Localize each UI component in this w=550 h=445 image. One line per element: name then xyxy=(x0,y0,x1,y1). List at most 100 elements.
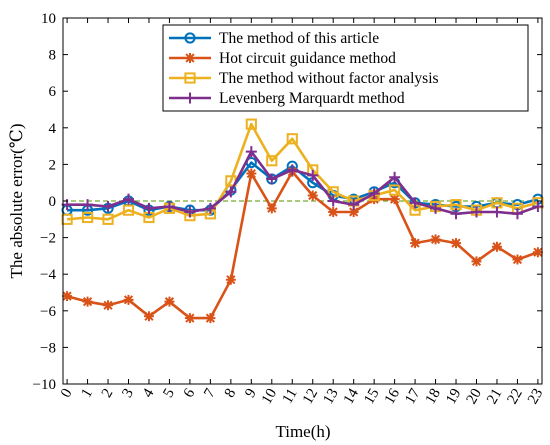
x-tick-label: 23 xyxy=(525,386,546,407)
data-point xyxy=(348,206,359,217)
x-tick-label: 6 xyxy=(181,386,199,401)
data-point-shape xyxy=(327,195,339,207)
x-tick-label: 11 xyxy=(280,386,301,407)
data-point-shape xyxy=(246,168,257,179)
data-point xyxy=(143,311,154,322)
data-point-shape xyxy=(245,146,257,158)
data-point-shape xyxy=(163,200,175,212)
legend-marker xyxy=(184,72,196,84)
data-point-shape xyxy=(225,274,236,285)
data-point xyxy=(61,213,73,225)
data-point-shape xyxy=(348,199,360,211)
data-point xyxy=(246,168,257,179)
data-point xyxy=(471,256,482,267)
y-tick-label: −6 xyxy=(40,304,56,320)
x-tick-label: 13 xyxy=(320,386,341,407)
data-point-shape xyxy=(328,206,339,217)
data-point xyxy=(184,206,196,218)
data-point xyxy=(123,193,135,205)
x-tick-label: 16 xyxy=(382,386,404,407)
data-point xyxy=(123,294,134,305)
data-point xyxy=(470,206,482,218)
data-point-shape xyxy=(102,200,114,212)
data-point xyxy=(451,238,462,249)
legend-marker-shape xyxy=(184,92,196,104)
y-tick-label: 10 xyxy=(41,11,56,27)
x-tick-label: 1 xyxy=(78,386,96,400)
data-point xyxy=(266,155,278,167)
data-point-shape xyxy=(409,197,421,209)
data-point-shape xyxy=(122,204,135,216)
data-point-shape xyxy=(491,206,503,218)
y-tick-label: −8 xyxy=(40,340,56,356)
legend-label: The method without factor analysis xyxy=(219,70,439,87)
data-point-shape xyxy=(348,206,359,217)
data-point-shape xyxy=(532,247,543,258)
legend-label: Levenberg Marquardt method xyxy=(219,90,405,107)
data-point xyxy=(266,173,278,185)
data-point-shape xyxy=(62,291,73,302)
data-point-shape xyxy=(470,206,482,218)
data-point-shape xyxy=(184,206,196,218)
data-point-shape xyxy=(82,199,94,211)
data-point-shape xyxy=(491,241,502,252)
x-tick-label: 21 xyxy=(484,386,505,407)
data-point xyxy=(368,188,380,200)
legend-marker xyxy=(184,92,196,104)
data-point xyxy=(532,247,543,258)
x-tick-label: 17 xyxy=(402,386,424,407)
data-point xyxy=(102,200,114,212)
y-tick-label: −4 xyxy=(40,267,56,283)
data-point xyxy=(184,313,195,324)
data-point-shape xyxy=(245,118,257,130)
data-point xyxy=(286,164,298,176)
data-point xyxy=(122,204,135,216)
data-point-shape xyxy=(266,155,278,167)
data-point xyxy=(511,208,523,220)
legend-item: The method of this article xyxy=(169,30,379,47)
data-point xyxy=(450,208,462,220)
data-point-shape xyxy=(307,190,318,201)
data-point-shape xyxy=(103,300,114,311)
data-point-shape xyxy=(368,188,380,200)
legend-label: Hot circuit guidance method xyxy=(219,50,396,67)
y-tick-label: −10 xyxy=(33,377,56,393)
data-point xyxy=(410,238,421,249)
data-point xyxy=(204,202,216,214)
x-tick-label: 19 xyxy=(443,386,464,407)
x-tick-label: 14 xyxy=(341,386,363,407)
data-point xyxy=(164,296,175,307)
legend-item: Hot circuit guidance method xyxy=(169,50,396,67)
data-point-shape xyxy=(82,296,93,307)
legend-marker xyxy=(184,32,196,44)
data-point xyxy=(266,203,277,214)
data-point xyxy=(491,206,503,218)
y-tick-label: 0 xyxy=(49,194,57,210)
data-point xyxy=(286,133,298,145)
series-line xyxy=(66,122,539,221)
data-point-shape xyxy=(102,213,114,225)
x-tick-label: 8 xyxy=(222,386,240,400)
data-point xyxy=(430,234,441,245)
data-point xyxy=(348,199,360,211)
data-point-shape xyxy=(143,311,154,322)
data-point-shape xyxy=(512,254,523,265)
x-tick-label: 15 xyxy=(361,386,382,407)
legend-marker-shape xyxy=(184,32,196,44)
data-point-shape xyxy=(389,171,401,183)
data-point xyxy=(327,195,339,207)
data-point xyxy=(103,300,114,311)
data-point-shape xyxy=(389,194,400,205)
x-tick-label: 0 xyxy=(58,386,76,400)
legend-item: The method without factor analysis xyxy=(169,70,439,87)
series-layer xyxy=(61,118,544,324)
data-point-shape xyxy=(410,238,421,249)
data-point-shape xyxy=(164,296,175,307)
data-point-shape xyxy=(389,184,401,196)
data-point xyxy=(512,254,523,265)
data-point-shape xyxy=(430,234,441,245)
y-tick-label: 8 xyxy=(49,48,57,64)
data-point-shape xyxy=(471,256,482,267)
